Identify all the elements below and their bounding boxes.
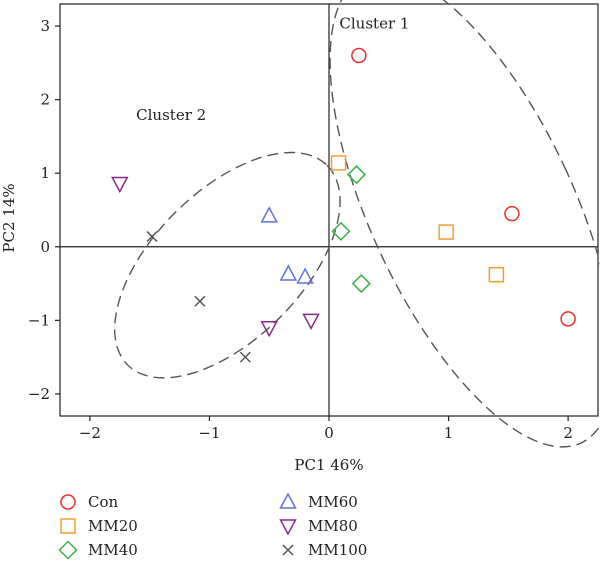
- point-mm40-3: [351, 274, 371, 294]
- y-tick-label-3: 3: [40, 17, 50, 35]
- legend-marker-mm80: [279, 519, 297, 536]
- legend-marker-mm40: [58, 540, 78, 560]
- legend-label-mm60: MM60: [308, 493, 358, 511]
- y-tick-label--2: −2: [28, 385, 50, 403]
- point-mm20-3: [488, 266, 505, 283]
- legend-label-mm40: MM40: [88, 541, 138, 559]
- cluster-label-2: Cluster 2: [136, 106, 206, 124]
- legend: Con MM20 MM40 MM60 MM80 MM100: [58, 492, 367, 560]
- point-mm20-2: [438, 224, 454, 240]
- point-con-2: [504, 205, 520, 222]
- point-con-1: [351, 47, 367, 64]
- point-mm60-2: [279, 264, 298, 281]
- cluster-ellipse-1: [329, 0, 600, 448]
- legend-label-con: Con: [88, 493, 119, 511]
- legend-label-mm80: MM80: [308, 517, 358, 535]
- point-mm20-1: [330, 155, 347, 171]
- x-axis-label: PC1 46%: [294, 456, 363, 474]
- x-tick-label--1: −1: [198, 424, 220, 442]
- x-tick-label-2: 2: [563, 424, 573, 442]
- point-mm100-3: [239, 351, 251, 363]
- point-mm80-1: [111, 176, 129, 194]
- cluster-label-1: Cluster 1: [339, 14, 409, 32]
- legend-marker-mm20: [60, 518, 76, 534]
- y-tick-label-2: 2: [40, 91, 50, 109]
- point-mm40-2: [331, 221, 351, 241]
- point-mm100-2: [194, 295, 206, 307]
- point-mm80-3: [302, 313, 320, 330]
- point-con-3: [560, 311, 576, 327]
- legend-marker-mm100: [282, 544, 294, 556]
- plot-area: −2 −1 0 1 2 −2 −1 0 1 2 3 Cluster 1 Cluster 2: [28, 0, 600, 448]
- y-tick-label-0: 0: [40, 238, 50, 256]
- legend-label-mm100: MM100: [308, 541, 367, 559]
- legend-marker-mm60: [279, 492, 297, 509]
- y-axis-label: PC2 14%: [0, 183, 18, 252]
- x-tick-label--2: −2: [79, 424, 101, 442]
- y-tick-label--1: −1: [28, 311, 50, 329]
- point-mm80-2: [260, 320, 278, 338]
- y-tick-label-1: 1: [40, 164, 50, 182]
- point-mm60-3: [296, 267, 314, 284]
- x-tick-label-1: 1: [444, 424, 454, 442]
- legend-marker-con: [60, 494, 76, 510]
- point-mm60-1: [260, 206, 278, 223]
- point-mm100-1: [146, 230, 158, 243]
- x-tick-label-0: 0: [324, 424, 334, 442]
- point-mm40-1: [346, 165, 367, 185]
- cluster-ellipse-2: [113, 151, 341, 379]
- legend-label-mm20: MM20: [88, 517, 138, 535]
